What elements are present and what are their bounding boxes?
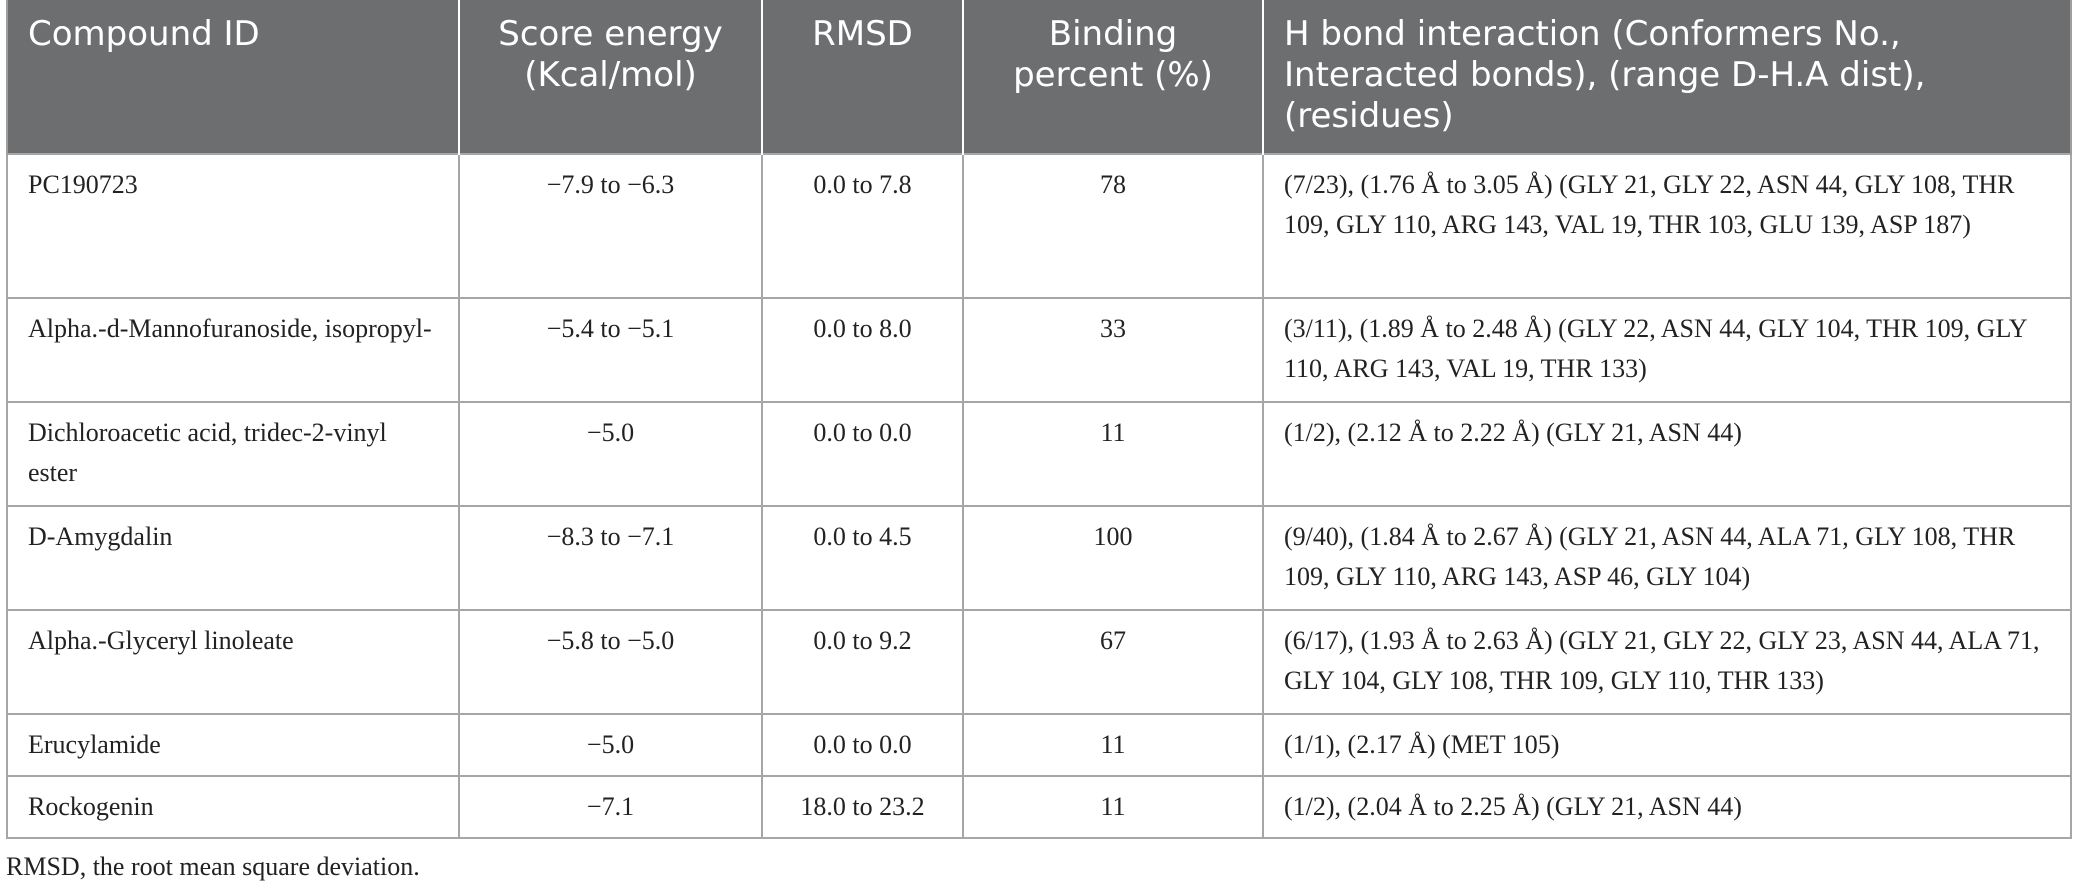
docking-results-table-container: Compound ID Score energy (Kcal/mol) RMSD…: [6, 0, 2072, 839]
header-h-bond-interaction: H bond interaction (Conformers No., Inte…: [1262, 0, 2072, 154]
cell-compound: Alpha.-Glyceryl linoleate: [6, 609, 460, 715]
table-row: Rockogenin −7.1 18.0 to 23.2 11 (1/2), (…: [6, 775, 2072, 839]
cell-compound: Dichloroacetic acid, tridec-2-vinyl este…: [6, 401, 460, 507]
header-binding-percent: Binding percent (%): [962, 0, 1263, 154]
cell-rmsd: 0.0 to 8.0: [761, 297, 964, 403]
cell-binding: 11: [962, 775, 1264, 839]
cell-rmsd: 0.0 to 0.0: [761, 713, 964, 777]
docking-results-table: Compound ID Score energy (Kcal/mol) RMSD…: [6, 0, 2072, 839]
cell-hbond: (1/1), (2.17 Å) (MET 105): [1262, 713, 2072, 777]
table-row: Alpha.-Glyceryl linoleate −5.8 to −5.0 0…: [6, 609, 2072, 715]
table-header-row: Compound ID Score energy (Kcal/mol) RMSD…: [6, 0, 2072, 154]
cell-hbond: (7/23), (1.76 Å to 3.05 Å) (GLY 21, GLY …: [1262, 153, 2072, 299]
cell-rmsd: 18.0 to 23.2: [761, 775, 964, 839]
cell-score: −5.4 to −5.1: [458, 297, 763, 403]
cell-hbond: (1/2), (2.04 Å to 2.25 Å) (GLY 21, ASN 4…: [1262, 775, 2072, 839]
cell-score: −5.8 to −5.0: [458, 609, 763, 715]
cell-rmsd: 0.0 to 9.2: [761, 609, 964, 715]
cell-rmsd: 0.0 to 7.8: [761, 153, 964, 299]
table-footnote: RMSD, the root mean square deviation.: [6, 852, 420, 881]
cell-hbond: (6/17), (1.93 Å to 2.63 Å) (GLY 21, GLY …: [1262, 609, 2072, 715]
table-row: Dichloroacetic acid, tridec-2-vinyl este…: [6, 401, 2072, 507]
cell-binding: 67: [962, 609, 1264, 715]
table-row: D-Amygdalin −8.3 to −7.1 0.0 to 4.5 100 …: [6, 505, 2072, 611]
cell-compound: PC190723: [6, 153, 460, 299]
cell-compound: Erucylamide: [6, 713, 460, 777]
cell-binding: 11: [962, 713, 1264, 777]
header-score-energy: Score energy (Kcal/mol): [458, 0, 762, 154]
cell-score: −7.1: [458, 775, 763, 839]
cell-hbond: (1/2), (2.12 Å to 2.22 Å) (GLY 21, ASN 4…: [1262, 401, 2072, 507]
cell-score: −5.0: [458, 713, 763, 777]
cell-rmsd: 0.0 to 0.0: [761, 401, 964, 507]
cell-hbond: (9/40), (1.84 Å to 2.67 Å) (GLY 21, ASN …: [1262, 505, 2072, 611]
cell-compound: Rockogenin: [6, 775, 460, 839]
cell-binding: 11: [962, 401, 1264, 507]
cell-score: −5.0: [458, 401, 763, 507]
cell-rmsd: 0.0 to 4.5: [761, 505, 964, 611]
table-row: Alpha.-d-Mannofuranoside, isopropyl- −5.…: [6, 297, 2072, 403]
cell-binding: 78: [962, 153, 1264, 299]
table-row: Erucylamide −5.0 0.0 to 0.0 11 (1/1), (2…: [6, 713, 2072, 777]
cell-hbond: (3/11), (1.89 Å to 2.48 Å) (GLY 22, ASN …: [1262, 297, 2072, 403]
table-row: PC190723 −7.9 to −6.3 0.0 to 7.8 78 (7/2…: [6, 153, 2072, 299]
cell-binding: 100: [962, 505, 1264, 611]
cell-score: −7.9 to −6.3: [458, 153, 763, 299]
cell-binding: 33: [962, 297, 1264, 403]
header-compound-id: Compound ID: [6, 0, 459, 154]
cell-compound: Alpha.-d-Mannofuranoside, isopropyl-: [6, 297, 460, 403]
cell-score: −8.3 to −7.1: [458, 505, 763, 611]
header-rmsd: RMSD: [761, 0, 963, 154]
cell-compound: D-Amygdalin: [6, 505, 460, 611]
